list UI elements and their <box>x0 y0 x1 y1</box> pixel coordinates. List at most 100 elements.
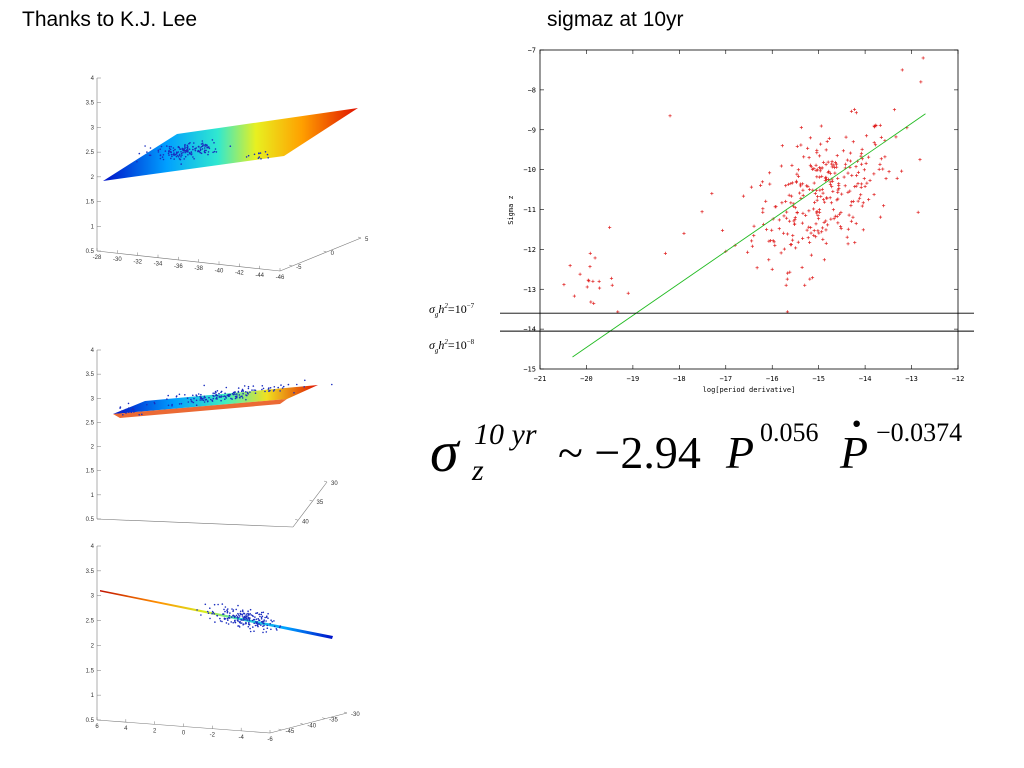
surface-point <box>221 603 224 605</box>
surface-point <box>234 619 236 622</box>
surface-point <box>132 407 134 410</box>
scatter-point <box>816 229 820 233</box>
y-tick-label: −9 <box>528 126 536 134</box>
scatter-point <box>824 241 828 245</box>
scatter-point <box>808 136 813 140</box>
surface-point <box>234 621 236 623</box>
scatter-point <box>881 167 885 171</box>
scatter-point <box>825 196 829 200</box>
scatter-point <box>878 162 882 166</box>
surface-point <box>245 614 247 616</box>
scatter-point <box>822 220 826 225</box>
surface-point <box>120 411 122 414</box>
surface-point <box>187 401 190 403</box>
surface-point <box>262 631 264 634</box>
scatter-point <box>916 210 920 214</box>
scatter-point <box>795 210 799 214</box>
z3d-tick <box>323 480 328 483</box>
scatter-point <box>588 265 592 269</box>
scatter-point <box>720 228 725 233</box>
surface-point <box>186 144 189 147</box>
scatter-point <box>812 233 816 238</box>
surface-point <box>258 619 260 621</box>
surface-point <box>282 385 285 388</box>
scatter-point <box>761 210 765 214</box>
scatter-point <box>872 141 876 145</box>
surface-point <box>280 384 282 386</box>
surface-point <box>170 157 172 160</box>
surface-point <box>173 154 175 156</box>
scatter-point <box>856 170 861 174</box>
scatter-point <box>785 210 789 214</box>
scatter-point <box>817 231 821 235</box>
surface-point <box>201 142 204 145</box>
scatter-point <box>774 205 778 209</box>
surface-point <box>177 151 180 153</box>
scatter-point <box>780 144 784 148</box>
surface-point <box>184 151 186 154</box>
surface-point <box>201 145 204 147</box>
surface-point <box>254 389 257 392</box>
surface-point <box>241 397 244 399</box>
formula-exp-pdot: −0.0374 <box>876 418 963 447</box>
surface-point <box>276 629 278 631</box>
scatter-point <box>918 157 922 162</box>
surface-point <box>175 395 178 397</box>
scatter-point <box>848 159 853 163</box>
scatter-point <box>812 167 816 171</box>
scatter-point <box>872 192 876 197</box>
x-axis-label: log[period derivative] <box>703 386 796 394</box>
surface-point <box>238 626 241 628</box>
surface-point <box>238 616 240 619</box>
scatter-point <box>844 135 848 139</box>
surface-point <box>228 616 230 619</box>
y3d-tick-label: 0.5 <box>86 517 95 523</box>
surface-point <box>230 621 232 623</box>
scatter-point <box>833 171 837 175</box>
surface-point <box>125 412 127 414</box>
surface-point <box>231 392 234 395</box>
surface-point <box>269 389 271 392</box>
surface-point <box>204 145 206 147</box>
surface-point <box>234 393 236 396</box>
surface-point <box>303 386 305 388</box>
scatter-point <box>597 279 601 283</box>
surface-point <box>245 622 247 625</box>
scatter-point <box>835 153 839 158</box>
surface-point <box>278 626 281 629</box>
scatter-point <box>804 184 809 188</box>
x-tick-label: −13 <box>905 375 918 383</box>
surface-point <box>205 149 207 152</box>
scatter-point <box>796 168 800 172</box>
z3d-tick-label: 35 <box>317 500 324 506</box>
surface-point <box>258 152 260 155</box>
y-tick-label: −13 <box>523 286 536 294</box>
surface-point <box>195 147 197 149</box>
surface-point <box>180 151 182 153</box>
scatter-point <box>818 210 822 214</box>
scatter-point <box>828 196 832 200</box>
surface-point <box>207 153 209 156</box>
surface-point <box>267 612 269 615</box>
surface-point <box>235 614 238 617</box>
surface-point <box>225 386 228 389</box>
scatter-point <box>829 201 834 205</box>
surface-point <box>122 414 124 416</box>
surface-point <box>245 394 247 396</box>
scatter-point <box>839 226 843 231</box>
surface-point <box>184 155 187 158</box>
surface-3-points <box>196 603 282 634</box>
scatter-point <box>851 140 855 144</box>
surface-point <box>223 395 226 397</box>
surface-point <box>144 145 146 147</box>
y3d-tick-label: 2 <box>91 445 95 451</box>
scatter-point <box>779 251 783 255</box>
surface-point <box>184 146 186 148</box>
surface-point <box>201 140 204 142</box>
scatter-point <box>819 124 823 128</box>
scatter-point <box>859 162 864 166</box>
scatter-point <box>801 236 805 240</box>
scatter-point <box>824 219 828 223</box>
z3d-tick <box>289 264 293 267</box>
surface-point <box>245 391 247 393</box>
